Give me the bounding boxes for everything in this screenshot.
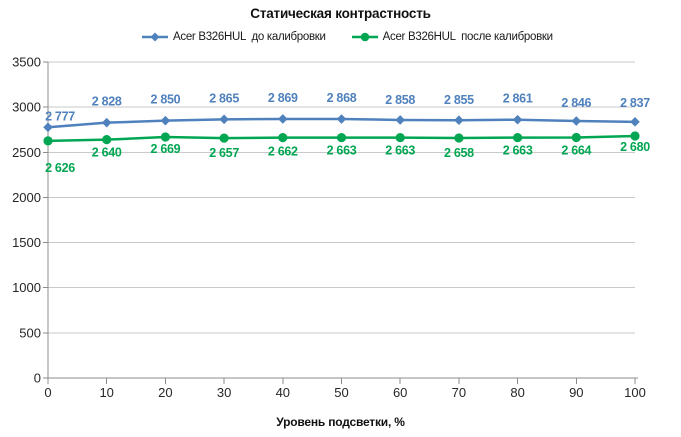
x-axis-title: Уровень подсветки, %	[276, 415, 405, 429]
svg-text:2 868: 2 868	[327, 91, 357, 105]
svg-text:2 777: 2 777	[45, 109, 75, 123]
svg-text:2 662: 2 662	[268, 145, 298, 159]
series-0: 2 777 2 828 2 850 2 865 2 869 2 868 2 858 2 855…	[43, 91, 651, 133]
svg-text:2 663: 2 663	[503, 144, 533, 158]
svg-text:2 828: 2 828	[92, 95, 122, 109]
axes	[43, 61, 638, 384]
svg-text:80: 80	[510, 385, 524, 400]
svg-text:2 846: 2 846	[561, 96, 591, 110]
svg-text:30: 30	[217, 385, 231, 400]
svg-text:2 858: 2 858	[385, 93, 415, 107]
svg-text:90: 90	[569, 385, 583, 400]
svg-text:2 869: 2 869	[268, 91, 298, 105]
svg-text:2000: 2000	[12, 190, 41, 205]
svg-text:2 658: 2 658	[444, 146, 474, 160]
svg-text:50: 50	[334, 385, 348, 400]
svg-text:100: 100	[624, 385, 646, 400]
svg-text:0: 0	[34, 371, 41, 386]
svg-text:40: 40	[276, 385, 290, 400]
line-circle-marker-icon	[351, 31, 378, 43]
svg-text:2 680: 2 680	[620, 140, 650, 154]
plot-area: 0 500 1000 1500 2000 2500 3000 3500 0 10 20 30 40 50 6…	[12, 55, 651, 400]
svg-text:2 669: 2 669	[151, 142, 181, 156]
svg-text:2 865: 2 865	[209, 91, 239, 105]
svg-text:20: 20	[158, 385, 172, 400]
gridlines	[48, 61, 635, 334]
legend: Acer B326HUL до калибровки Acer B326HUL …	[0, 31, 681, 43]
svg-text:60: 60	[393, 385, 407, 400]
svg-text:2 855: 2 855	[444, 93, 474, 107]
svg-text:500: 500	[19, 325, 41, 340]
svg-text:2 663: 2 663	[327, 144, 357, 158]
legend-label-after-calibration: Acer B326HUL после калибровки	[382, 31, 553, 43]
svg-text:2 850: 2 850	[151, 93, 181, 107]
legend-label-before-calibration: Acer B326HUL до калибровки	[173, 31, 326, 43]
svg-text:70: 70	[452, 385, 466, 400]
svg-text:1000: 1000	[12, 280, 41, 295]
svg-text:0: 0	[44, 385, 51, 400]
svg-text:1500: 1500	[12, 235, 41, 250]
svg-text:2 861: 2 861	[503, 92, 533, 106]
series-1: 2 626 2 640 2 669 2 657 2 662 2 663 2 663 2 658…	[43, 131, 651, 175]
chart-title: Статическая контрастность	[250, 6, 431, 21]
svg-text:2 663: 2 663	[385, 144, 415, 158]
svg-text:2 640: 2 640	[92, 146, 122, 160]
svg-text:2 837: 2 837	[620, 96, 650, 110]
legend-item-before-calibration: Acer B326HUL до калибровки	[142, 31, 326, 43]
legend-item-after-calibration: Acer B326HUL после калибровки	[351, 31, 553, 43]
svg-text:2 657: 2 657	[209, 146, 239, 160]
svg-text:3000: 3000	[12, 100, 41, 115]
svg-text:2 626: 2 626	[45, 161, 75, 175]
tick-labels: 0 500 1000 1500 2000 2500 3000 3500 0 10 20 30 40 50 6…	[12, 55, 646, 400]
svg-text:2 664: 2 664	[561, 143, 591, 157]
line-diamond-marker-icon	[142, 31, 168, 43]
svg-text:2500: 2500	[12, 145, 41, 160]
svg-text:3500: 3500	[12, 55, 41, 70]
svg-text:10: 10	[99, 385, 113, 400]
